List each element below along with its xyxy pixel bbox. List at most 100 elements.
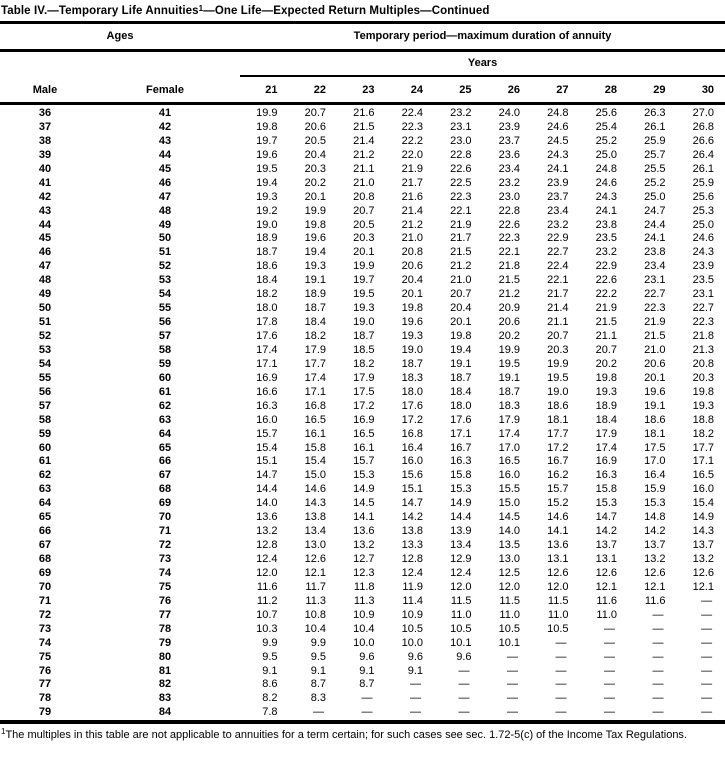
multiple-cell: 21.8 [498,260,520,273]
multiple-cell: 18.2 [353,357,375,370]
multiple-cell: 12.4 [401,566,423,579]
multiple-cell: 24.7 [644,204,666,217]
multiple-cell: 14.9 [692,511,715,524]
multiple-cell: — [555,664,567,677]
multiple-cell: 22.2 [401,134,423,147]
multiple-cell: 13.4 [450,539,472,552]
multiple-cell: 15.8 [450,469,472,482]
multiple-cell: 20.8 [401,246,423,259]
multiple-cell: 15.3 [644,497,666,510]
female-age-cell: 78 [158,622,172,635]
table-row: 49 54 18.2 18.9 19.5 20.1 20.7 21.2 21.7 22.2 22.7… [0,288,725,302]
multiple-cell: 19.2 [256,204,278,217]
table-row: 59 64 15.7 16.1 16.5 16.8 17.1 17.4 17.7 17.9 18.1… [0,428,725,442]
multiple-cell: 20.8 [353,190,375,203]
multiple-cell: 14.4 [256,483,278,496]
multiple-cell: — [555,706,567,719]
multiple-cell: 9.5 [310,650,326,663]
multiple-cell: 21.2 [353,148,375,161]
multiple-cell: 14.2 [595,525,617,538]
multiple-cell: 21.0 [644,343,666,356]
female-age-cell: 68 [158,483,172,496]
multiple-cell: — [410,678,421,691]
multiple-cell: 18.0 [401,385,423,398]
multiple-cell: 24.3 [692,246,715,259]
multiple-cell: 13.6 [353,525,375,538]
multiple-cell: — [701,594,713,607]
table-row: 79 84 7.8 — — — — — — — — — [0,706,725,722]
male-age-cell: 56 [38,385,52,398]
multiple-cell: 21.5 [644,330,666,342]
multiple-cell: 13.7 [644,539,666,552]
multiple-cell: — [361,706,373,719]
multiple-cell: 22.1 [450,204,472,217]
female-age-cell: 74 [158,566,172,579]
multiple-cell: 10.3 [256,622,278,635]
multiple-cell: 10.0 [401,636,423,649]
multiple-cell: 25.6 [595,107,617,119]
female-age-cell: 41 [158,107,172,119]
multiple-cell: 24.0 [498,107,520,119]
multiple-cell: 14.6 [547,511,569,524]
multiple-cell: — [410,706,421,719]
table-row: 58 63 16.0 16.5 16.9 17.2 17.6 17.9 18.1 18.4 18.6… [0,414,725,428]
multiple-cell: 14.8 [644,511,666,524]
multiple-cell: 13.6 [256,511,278,524]
table-body: 36 41 19.9 20.7 21.6 22.4 23.2 24.0 24.8 25.6 26.3… [0,104,725,723]
female-age-cell: 55 [158,302,172,315]
male-age-cell: 51 [38,316,52,329]
multiple-cell: 19.8 [304,218,326,231]
multiple-cell: 25.4 [595,120,617,133]
multiple-cell: 23.0 [498,190,520,203]
multiple-cell: 20.2 [595,357,617,370]
table-row: 64 69 14.0 14.3 14.5 14.7 14.9 15.0 15.2 15.3 15.3… [0,497,725,511]
multiple-cell: 17.1 [450,427,472,440]
multiple-cell: 11.3 [305,594,326,607]
male-age-cell: 71 [38,594,52,607]
multiple-cell: 17.1 [692,455,715,468]
multiple-cell: 22.1 [498,246,520,259]
multiple-cell: — [361,692,373,705]
multiple-cell: 9.1 [262,664,278,677]
multiple-cell: 9.6 [456,650,472,663]
multiple-cell: 14.5 [353,497,375,510]
multiple-cell: 13.7 [595,539,617,552]
multiple-cell: 21.7 [450,232,472,245]
female-age-cell: 76 [158,594,172,607]
female-age-cell: 58 [158,343,172,356]
multiple-cell: 15.8 [304,441,326,454]
multiple-cell: 13.3 [401,539,423,552]
multiple-cell: — [652,622,664,635]
multiple-cell: 23.6 [498,148,520,161]
multiple-cell: 22.4 [547,260,569,273]
multiple-cell: 18.5 [353,343,375,356]
multiple-cell: 21.4 [401,204,423,217]
multiple-cell: — [507,678,518,691]
multiple-cell: 15.9 [644,483,666,496]
multiple-cell: 19.8 [692,385,715,398]
female-age-cell: 54 [158,288,172,301]
multiple-cell: 15.0 [498,497,520,510]
multiple-cell: 23.9 [498,120,520,133]
multiple-cell: 12.4 [450,566,472,579]
multiple-cell: — [701,692,713,705]
female-age-cell: 46 [158,176,172,189]
multiple-cell: 21.5 [595,316,617,329]
multiple-cell: 20.9 [498,302,520,315]
multiple-cell: 21.5 [498,274,520,287]
multiple-cell: 23.1 [692,288,715,301]
multiple-cell: 15.7 [547,483,569,496]
multiple-cell: 13.4 [304,525,326,538]
years-label: Years [240,50,725,77]
multiple-cell: — [604,692,615,705]
multiple-cell: 11.2 [256,594,278,607]
multiple-cell: 20.6 [401,260,423,273]
multiple-cell: 14.3 [692,525,715,538]
table-row: 52 57 17.6 18.2 18.7 19.3 19.8 20.2 20.7 21.1 21.5… [0,330,725,344]
table-title-footnote-marker: 1 [198,4,204,13]
multiple-cell: 10.5 [450,622,472,635]
multiple-cell: 17.4 [498,427,520,440]
male-age-cell: 60 [38,441,52,454]
multiple-cell: 11.6 [256,580,278,593]
multiple-cell: 10.4 [304,622,326,635]
